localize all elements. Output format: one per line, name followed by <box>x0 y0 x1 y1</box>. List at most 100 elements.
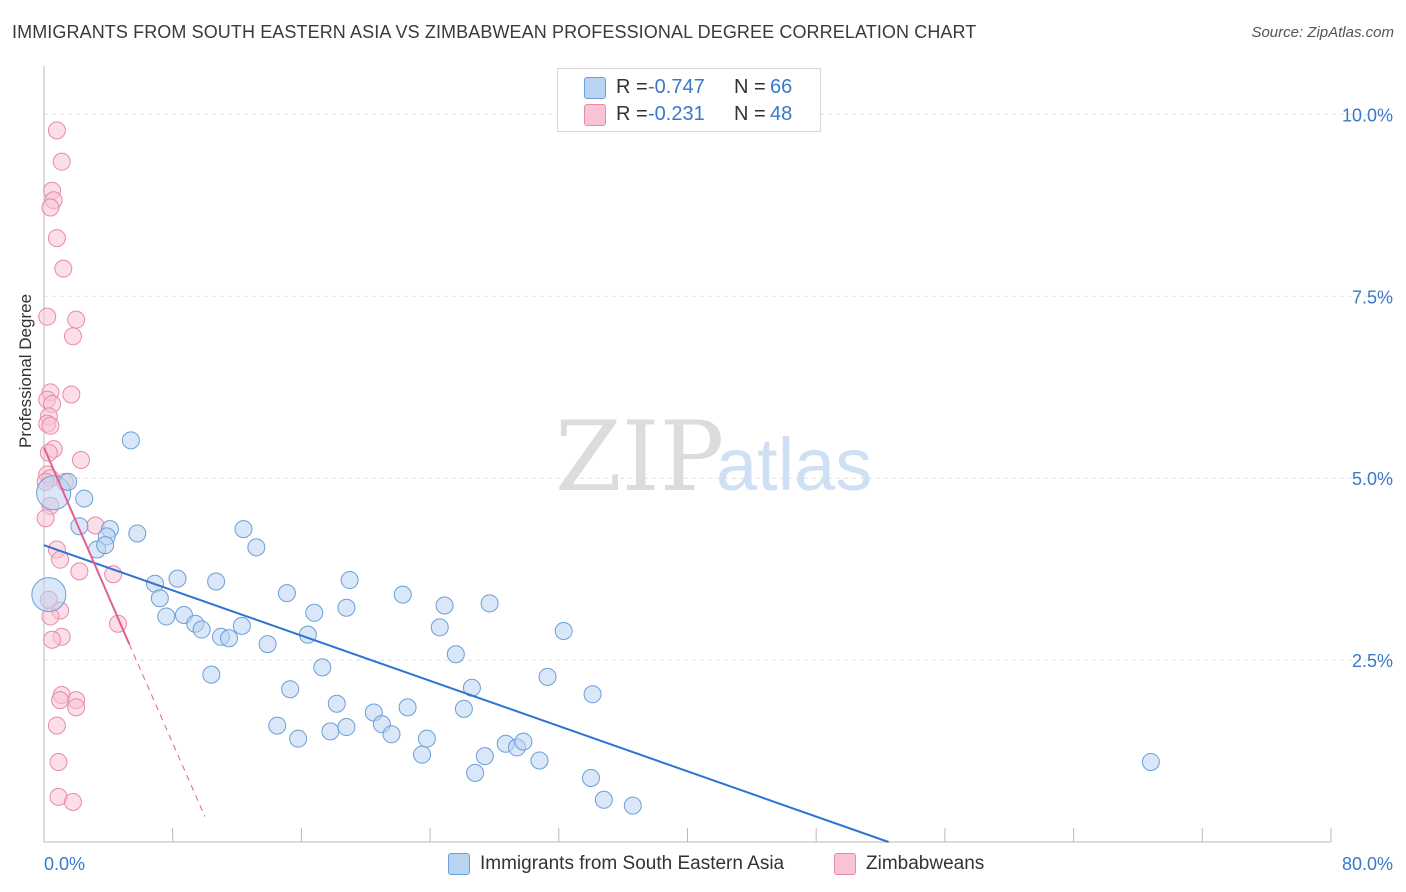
tick-labels: 2.5% 5.0% 7.5% 10.0% 0.0% 80.0% <box>44 105 1393 874</box>
y-axis-label: Professional Degree <box>16 293 35 448</box>
sea-immigrants-point <box>289 729 308 748</box>
sea-immigrants-point <box>96 536 115 555</box>
sea-immigrants-point <box>581 768 600 787</box>
watermark-zip: ZIP <box>555 401 724 513</box>
sea-immigrants-point <box>202 665 221 684</box>
sea-immigrants-point <box>268 716 287 735</box>
zimbabweans-point <box>36 509 55 528</box>
sea-immigrants-point <box>337 718 356 737</box>
sea-immigrants-point <box>466 763 485 782</box>
sea-immigrants-point <box>128 524 147 543</box>
sea-immigrants-point <box>157 607 176 626</box>
r-value: -0.231 <box>648 103 705 125</box>
n-value: 66 <box>770 76 793 98</box>
sea-immigrants-point <box>538 667 557 686</box>
r-value: -0.747 <box>648 76 705 98</box>
zimbabweans-point <box>67 310 86 329</box>
sea-immigrants-point <box>382 725 401 744</box>
sea-immigrants-point <box>393 585 412 604</box>
sea-immigrants-point <box>281 680 300 699</box>
zimbabweans-point <box>38 307 57 326</box>
sea-immigrants-point <box>313 658 332 677</box>
sea-immigrants-point <box>277 584 296 603</box>
zimbabweans-point <box>72 451 91 469</box>
y-tick-label: 2.5% <box>1352 651 1393 671</box>
sea-immigrants-point <box>121 431 140 450</box>
y-tick-label: 5.0% <box>1352 469 1393 489</box>
zimbabweans-point <box>70 562 89 581</box>
sea-immigrants-point <box>475 747 494 766</box>
blue-swatch <box>584 77 606 99</box>
zimbabweans-point <box>67 698 86 717</box>
sea-immigrants-point <box>234 520 253 539</box>
sea-immigrants-point <box>623 796 642 815</box>
sea-immigrants-point <box>514 732 533 751</box>
sea-immigrants-point <box>220 629 239 648</box>
pink-swatch <box>834 853 856 875</box>
x-tick-label: 80.0% <box>1342 854 1393 874</box>
sea-immigrants-point <box>337 598 356 617</box>
source-credit: Source: ZipAtlas.com <box>1251 24 1394 41</box>
sea-immigrants-point <box>150 589 169 608</box>
watermark: ZIP atlas <box>555 401 872 513</box>
zimbabweans-point <box>54 259 73 278</box>
watermark-atlas: atlas <box>716 423 872 506</box>
stats-legend: R = -0.747 N = 66 R = -0.231 N = 48 <box>557 68 821 132</box>
sea-immigrants-point <box>530 751 549 770</box>
n-value: 48 <box>770 103 793 125</box>
zimbabweans-point <box>47 121 66 140</box>
sea-immigrants-point <box>327 694 346 713</box>
r-label: R = <box>616 103 648 125</box>
y-tick-label: 10.0% <box>1342 105 1393 125</box>
sea-immigrants-point <box>31 577 67 613</box>
zimbabweans-point <box>63 792 82 811</box>
zimbabweans-point <box>63 327 82 346</box>
sea-immigrants-point <box>247 538 266 557</box>
sea-immigrants-point <box>454 699 473 718</box>
n-label: N = <box>734 103 766 125</box>
sea-immigrants-point <box>168 569 187 588</box>
sea-immigrants-point <box>75 489 94 508</box>
sea-immigrants-point <box>446 645 465 664</box>
sea-immigrants-point <box>435 596 454 615</box>
sea-immigrants-point <box>583 685 602 704</box>
sea-immigrants-point <box>232 616 251 635</box>
sea-immigrants-point <box>258 635 277 654</box>
sea-immigrants-point <box>413 745 432 764</box>
zimbabweans-point <box>49 752 68 771</box>
zimbabweans-trend-line <box>43 447 131 645</box>
legend-label: Immigrants from South Eastern Asia <box>480 853 785 874</box>
zimbabweans-point <box>47 229 66 248</box>
n-label: N = <box>734 76 766 98</box>
sea-immigrants-point <box>398 698 417 717</box>
trend-lines <box>43 447 889 843</box>
r-label: R = <box>616 76 648 98</box>
pink-swatch <box>584 104 606 126</box>
sea-immigrants-point <box>207 572 226 591</box>
sea-immigrants-point <box>417 729 436 748</box>
zimbabweans-point <box>41 416 60 435</box>
legend-label: Zimbabweans <box>866 853 985 874</box>
sea-immigrants-point <box>430 618 449 637</box>
chart-title: IMMIGRANTS FROM SOUTH EASTERN ASIA VS ZI… <box>12 22 977 42</box>
zimbabweans-point <box>52 152 71 171</box>
sea-immigrants-trend-line <box>43 544 889 843</box>
zimbabweans-point <box>41 198 60 217</box>
zimbabweans-points <box>36 121 128 811</box>
grid-lines <box>44 113 1391 661</box>
zimbabweans-trend-extension <box>128 643 206 817</box>
blue-swatch <box>448 853 470 875</box>
x-tick-label: 0.0% <box>44 854 85 874</box>
zimbabweans-point <box>62 385 81 404</box>
sea-immigrants-point <box>192 620 211 639</box>
zimbabweans-point <box>47 716 66 735</box>
sea-immigrants-point <box>480 594 499 613</box>
zimbabweans-point <box>51 691 70 710</box>
zimbabweans-point <box>43 630 62 649</box>
sea-immigrants-point <box>305 603 324 622</box>
sea-immigrants-point <box>321 722 340 741</box>
sea-immigrants-point <box>554 621 573 640</box>
y-tick-label: 7.5% <box>1352 287 1393 307</box>
sea-immigrants-point <box>1141 752 1160 771</box>
